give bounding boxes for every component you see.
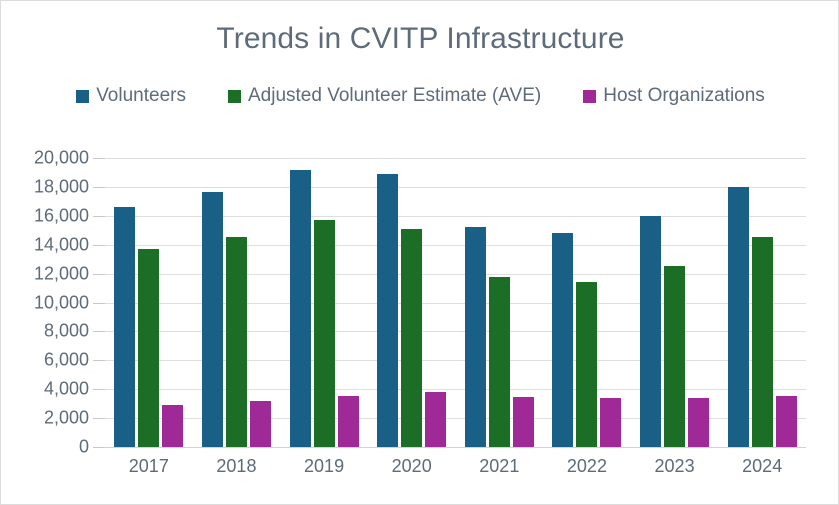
bar[interactable] xyxy=(138,249,160,447)
gridline xyxy=(105,244,806,246)
bar[interactable] xyxy=(313,220,335,447)
gridline xyxy=(105,389,806,391)
y-axis-tick-mark xyxy=(93,244,105,246)
gridline xyxy=(105,158,806,159)
bar[interactable] xyxy=(249,401,271,447)
bars-layer xyxy=(105,1,806,504)
y-axis-tick-label: 14,000 xyxy=(33,234,89,255)
y-axis-tick-mark xyxy=(93,360,105,362)
bar[interactable] xyxy=(377,173,399,447)
bar[interactable] xyxy=(688,397,710,447)
legend-item-2[interactable]: Host Organizations xyxy=(583,85,765,107)
bar[interactable] xyxy=(576,282,598,447)
bar-group xyxy=(552,1,622,504)
bar[interactable] xyxy=(488,276,510,447)
y-axis-tick-label: 2,000 xyxy=(43,407,89,428)
axis-baseline xyxy=(105,447,806,448)
x-axis-tick-label: 2018 xyxy=(216,456,257,476)
gridline xyxy=(105,215,806,217)
y-axis-tick-mark xyxy=(93,186,105,188)
y-axis-tick-label: 10,000 xyxy=(33,292,89,312)
y-axis-tick-label: 12,000 xyxy=(33,263,89,284)
bar[interactable] xyxy=(425,392,447,447)
bar[interactable] xyxy=(640,215,662,447)
legend-swatch-icon xyxy=(583,89,597,103)
x-axis-tick-label: 2019 xyxy=(304,456,345,476)
chart-title: Trends in CVITP Infrastructure xyxy=(216,22,625,55)
y-axis-tick-mark xyxy=(93,447,105,448)
bar-group xyxy=(377,1,447,504)
bar[interactable] xyxy=(289,169,311,447)
legend-swatch-icon xyxy=(76,89,90,103)
gridline xyxy=(105,418,806,420)
x-axis-tick-label: 2021 xyxy=(479,456,520,476)
legend-label: Host Organizations xyxy=(603,85,765,106)
bar-group xyxy=(464,1,534,504)
legend-item-0[interactable]: Volunteers xyxy=(76,85,186,107)
bar-group xyxy=(114,1,184,504)
bar-group xyxy=(201,1,271,504)
gridline xyxy=(105,186,806,188)
y-axis-tick-label: 16,000 xyxy=(33,205,89,226)
bar-group xyxy=(727,1,797,504)
gridline xyxy=(105,360,806,362)
y-axis-tick-mark xyxy=(93,331,105,333)
x-axis: 2017 2018 2019 2020 2021 2022 2023 2024 xyxy=(105,456,806,486)
y-axis-tick-label: 18,000 xyxy=(33,176,89,197)
bar[interactable] xyxy=(401,228,423,447)
bar[interactable] xyxy=(552,233,574,447)
y-axis-tick-label: 6,000 xyxy=(43,349,89,370)
y-axis-tick-label: 8,000 xyxy=(43,320,89,341)
y-axis-tick-mark xyxy=(93,158,105,159)
y-axis-tick-mark xyxy=(93,215,105,217)
legend-swatch-icon xyxy=(227,89,241,103)
x-axis-tick-label: 2024 xyxy=(742,456,783,476)
bar[interactable] xyxy=(751,236,773,447)
y-axis-tick-label: 0 xyxy=(78,436,89,457)
y-axis-tick-mark xyxy=(93,389,105,391)
y-axis-tick-mark xyxy=(93,418,105,420)
x-axis-tick-label: 2017 xyxy=(128,456,169,476)
gridline xyxy=(105,302,806,304)
gridlines xyxy=(105,1,806,504)
bar[interactable] xyxy=(600,397,622,447)
x-axis-tick-label: 2020 xyxy=(391,456,432,476)
bar-group xyxy=(289,1,359,504)
bar[interactable] xyxy=(337,396,359,447)
bar[interactable] xyxy=(512,397,534,447)
legend-label: Adjusted Volunteer Estimate (AVE) xyxy=(247,85,542,106)
y-axis-tick-label: 4,000 xyxy=(43,378,89,399)
bar[interactable] xyxy=(162,405,184,447)
x-axis-tick-label: 2023 xyxy=(654,456,695,476)
gridline xyxy=(105,273,806,275)
bar[interactable] xyxy=(201,191,223,447)
bar[interactable] xyxy=(775,396,797,447)
legend-label: Volunteers xyxy=(96,85,186,106)
y-axis-tick-mark xyxy=(93,273,105,275)
y-axis: 20,000 18,000 16,000 14,000 12,000 10,000 8,00… xyxy=(15,146,89,458)
bar-group xyxy=(640,1,710,504)
y-axis-tick-label: 20,000 xyxy=(33,147,89,168)
bar[interactable] xyxy=(114,207,136,447)
gridline xyxy=(105,331,806,333)
x-axis-tick-label: 2022 xyxy=(566,456,607,476)
y-axis-tick-mark xyxy=(93,302,105,304)
bar[interactable] xyxy=(727,186,749,447)
bar[interactable] xyxy=(664,265,686,447)
bar[interactable] xyxy=(464,227,486,447)
chart-legend: Volunteers Adjusted Volunteer Estimate (A… xyxy=(1,85,838,107)
bar[interactable] xyxy=(225,237,247,447)
legend-item-1[interactable]: Adjusted Volunteer Estimate (AVE) xyxy=(227,85,542,107)
